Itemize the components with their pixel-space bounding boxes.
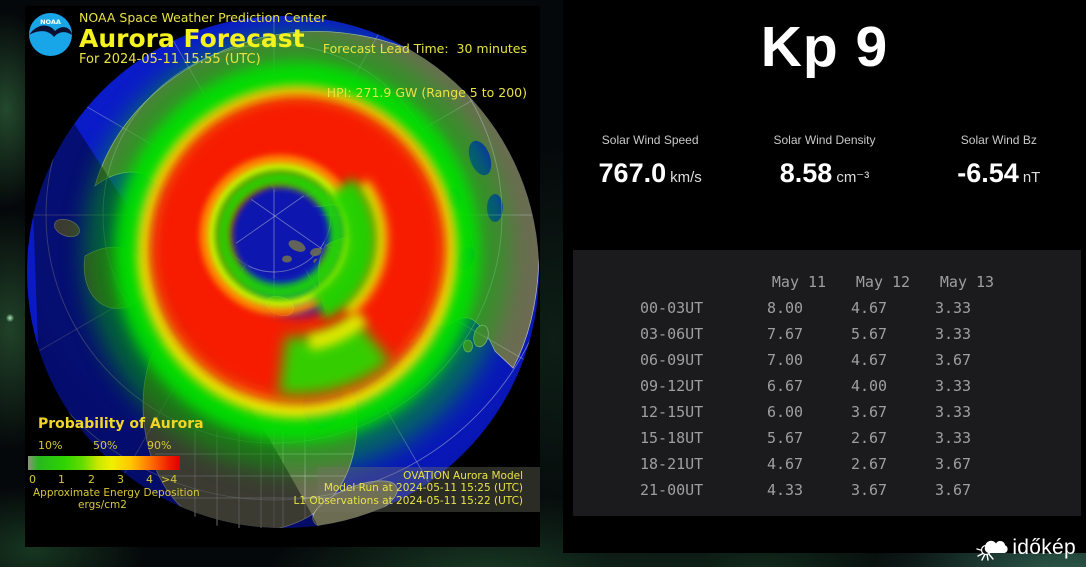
kp-cell: 2.67 xyxy=(850,455,888,473)
kp-cell: 4.67 xyxy=(766,455,804,473)
table-header-row: May 11 May 12 May 13 xyxy=(640,269,1081,295)
kp-cell: 3.33 xyxy=(934,429,972,447)
column-header: May 13 xyxy=(939,273,995,291)
kp-index-value: Kp 9 xyxy=(760,15,889,79)
kp-cell: 3.33 xyxy=(934,299,972,317)
legend-tick-1: 1 xyxy=(58,473,65,486)
time-slot: 18-21UT xyxy=(640,455,704,473)
forecast-datetime: For 2024-05-11 15:55 (UTC) xyxy=(79,52,261,68)
idokep-logo-icon xyxy=(976,540,1008,561)
solar-wind-stats: Solar Wind Speed 767.0 km/s Solar Wind De… xyxy=(563,133,1086,189)
forecast-lead-time: Forecast Lead Time: 30 minutes xyxy=(322,40,527,56)
kp-cell: 4.67 xyxy=(850,299,888,317)
kp-cell: 3.67 xyxy=(934,481,972,499)
time-slot: 12-15UT xyxy=(640,403,704,421)
table-row: 12-15UT 6.00 3.67 3.33 xyxy=(640,399,1081,425)
stat-value: 8.58 xyxy=(779,158,833,188)
kp-cell: 3.67 xyxy=(934,351,972,369)
kp-cell: 5.67 xyxy=(766,429,804,447)
hpi-value: HPI: 271.9 GW (Range 5 to 200) xyxy=(326,84,527,100)
kp-panel: Kp 9 Solar Wind Speed 767.0 km/s Solar Wi… xyxy=(563,0,1086,553)
kp-cell: 3.33 xyxy=(934,403,972,421)
legend-tick-4: 4 xyxy=(146,473,153,486)
table-row: 18-21UT 4.67 2.67 3.67 xyxy=(640,451,1081,477)
time-slot: 06-09UT xyxy=(640,351,704,369)
time-slot: 03-06UT xyxy=(640,325,704,343)
kp-cell: 4.00 xyxy=(850,377,888,395)
stat-unit: cm⁻³ xyxy=(836,169,870,186)
kp-cell: 2.67 xyxy=(850,429,888,447)
kp-cell: 5.67 xyxy=(850,325,888,343)
kp-forecast-table: May 11 May 12 May 13 00-03UT 8.00 4.67 3… xyxy=(573,250,1081,503)
legend-tick-3: 3 xyxy=(117,473,124,486)
noaa-logo-icon: NOAA xyxy=(29,13,72,56)
stat-value: -6.54 xyxy=(957,158,1019,188)
table-row: 09-12UT 6.67 4.00 3.33 xyxy=(640,373,1081,399)
legend-tick-gt4: >4 xyxy=(161,473,178,486)
stat-value: 767.0 xyxy=(598,158,667,188)
table-row: 00-03UT 8.00 4.67 3.33 xyxy=(640,295,1081,321)
table-row: 03-06UT 7.67 5.67 3.33 xyxy=(640,321,1081,347)
table-row: 15-18UT 5.67 2.67 3.33 xyxy=(640,425,1081,451)
legend-tick-2: 2 xyxy=(88,473,95,486)
kp-cell: 8.00 xyxy=(766,299,804,317)
table-row: 21-00UT 4.33 3.67 3.67 xyxy=(640,477,1081,503)
kp-cell: 3.67 xyxy=(934,455,972,473)
legend-color-scale xyxy=(28,456,180,470)
idokep-brand-text: időkép xyxy=(1012,535,1076,559)
legend-percent-10: 10% xyxy=(38,439,63,452)
model-run-time: Model Run at 2024-05-11 15:25 (UTC) xyxy=(323,482,523,495)
kp-cell: 6.67 xyxy=(766,377,804,395)
forecast-lead-block: Forecast Lead Time: 30 minutes HPI: 271.… xyxy=(323,12,527,130)
map-titles: NOAA Space Weather Prediction Center Aur… xyxy=(79,11,326,67)
stat-solar-wind-speed: Solar Wind Speed 767.0 km/s xyxy=(563,133,737,189)
kp-cell: 7.00 xyxy=(766,351,804,369)
agency-name: NOAA Space Weather Prediction Center xyxy=(79,10,327,25)
stat-label: Solar Wind Bz xyxy=(960,133,1037,147)
kp-cell: 3.33 xyxy=(934,325,972,343)
map-title: Aurora Forecast xyxy=(79,24,305,54)
kp-cell: 3.67 xyxy=(850,481,888,499)
time-slot: 15-18UT xyxy=(640,429,704,447)
stat-label: Solar Wind Density xyxy=(773,133,876,147)
l1-observation-time: L1 Observations at 2024-05-11 15:22 (UTC… xyxy=(293,494,523,507)
kp-cell: 7.67 xyxy=(766,325,804,343)
kp-cell: 3.33 xyxy=(934,377,972,395)
footer-backdrop xyxy=(317,467,540,512)
aurora-map-graphic xyxy=(27,16,539,528)
model-run-info: OVATION Aurora Model Model Run at 2024-0… xyxy=(294,470,523,507)
kp-forecast-card: May 11 May 12 May 13 00-03UT 8.00 4.67 3… xyxy=(573,250,1081,516)
legend-title: Probability of Aurora xyxy=(38,416,204,432)
stat-unit: nT xyxy=(1022,169,1041,186)
kp-cell: 4.33 xyxy=(766,481,804,499)
legend-percent-50: 50% xyxy=(93,439,118,452)
stat-unit: km/s xyxy=(670,169,702,186)
time-slot: 00-03UT xyxy=(640,299,704,317)
stat-solar-wind-bz: Solar Wind Bz -6.54 nT xyxy=(912,133,1086,189)
column-header: May 11 xyxy=(771,273,827,291)
legend-percent-90: 90% xyxy=(147,439,172,452)
table-row: 06-09UT 7.00 4.67 3.67 xyxy=(640,347,1081,373)
column-header: May 12 xyxy=(855,273,911,291)
model-name: OVATION Aurora Model xyxy=(403,469,523,482)
stat-solar-wind-density: Solar Wind Density 8.58 cm⁻³ xyxy=(737,133,911,189)
legend-caption-line1: Approximate Energy Deposition xyxy=(33,487,200,499)
kp-cell: 4.67 xyxy=(850,351,888,369)
legend-tick-0: 0 xyxy=(29,473,36,486)
stat-label: Solar Wind Speed xyxy=(601,133,699,147)
aurora-oval xyxy=(84,32,510,472)
kp-cell: 6.00 xyxy=(766,403,804,421)
kp-cell: 3.67 xyxy=(850,403,888,421)
svg-text:NOAA: NOAA xyxy=(40,18,61,26)
time-slot: 09-12UT xyxy=(640,377,704,395)
time-slot: 21-00UT xyxy=(640,481,704,499)
aurora-map-panel: NOAA NOAA Space Weather Prediction Cente… xyxy=(25,6,540,547)
idokep-watermark: időkép xyxy=(976,534,1076,561)
legend-caption-line2: ergs/cm2 xyxy=(78,499,127,511)
